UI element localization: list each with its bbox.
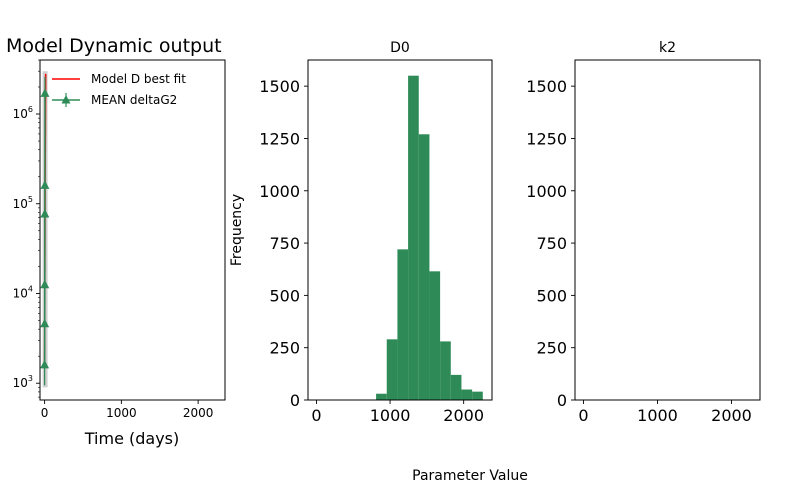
panel1-marker-triangle bbox=[40, 88, 50, 97]
legend-label-model: Model D best fit bbox=[91, 72, 186, 86]
panel1-y-tick-exp: 3 bbox=[28, 374, 33, 383]
panel1-axes-frame bbox=[39, 59, 226, 401]
panel2-histogram-bar bbox=[461, 389, 473, 400]
panel1-y-tick-base: 10 bbox=[13, 197, 28, 211]
panel1-marker-triangle bbox=[40, 318, 50, 328]
panel2-title: D0 bbox=[390, 40, 410, 56]
panel3-y-tick-label: 0 bbox=[557, 391, 567, 410]
panel2-histogram-bar bbox=[386, 339, 398, 400]
panel2-y-tick-label: 0 bbox=[290, 391, 300, 410]
panel1-marker-triangle bbox=[40, 208, 50, 218]
panel2-y-tick-label: 1500 bbox=[259, 77, 300, 96]
panel2-axes-frame bbox=[307, 59, 493, 401]
panel1-marker-triangle bbox=[40, 359, 50, 369]
panel3-title: k2 bbox=[659, 40, 676, 56]
panel1-y-tick-label: 105 bbox=[13, 195, 33, 211]
panel2-y-tick-label: 1250 bbox=[259, 129, 300, 148]
panel2-y-tick-label: 1000 bbox=[259, 182, 300, 201]
panel1-y-tick-base: 10 bbox=[13, 376, 28, 390]
panel1-marker-triangle bbox=[40, 279, 50, 289]
panel2-histogram-bar bbox=[376, 393, 387, 400]
panel2-histogram-bar bbox=[472, 391, 483, 400]
panel1-y-tick-exp: 5 bbox=[28, 195, 33, 204]
panel2-histogram-bar bbox=[440, 341, 451, 400]
panel1-y-tick-label: 104 bbox=[13, 284, 33, 300]
panel3-y-tick-label: 1250 bbox=[526, 129, 567, 148]
shared-x-axis-label: Parameter Value bbox=[412, 468, 528, 484]
panel1-y-tick-label: 106 bbox=[13, 105, 33, 121]
panel2-y-tick-label: 750 bbox=[269, 234, 300, 253]
panel2-histogram-bar bbox=[418, 134, 430, 400]
panel3-y-tick-label: 750 bbox=[536, 234, 567, 253]
panel1-y-tick-exp: 4 bbox=[28, 284, 33, 293]
legend-swatch-mean-marker bbox=[61, 95, 71, 104]
panel3-axes-frame bbox=[574, 59, 761, 401]
panel1-title: Model Dynamic output bbox=[6, 35, 222, 57]
panel1-x-tick-label: 0 bbox=[41, 406, 49, 420]
panel3-y-tick-label: 500 bbox=[536, 286, 567, 305]
panel2-x-tick-label: 2000 bbox=[443, 406, 484, 425]
panel1-x-tick-label: 2000 bbox=[183, 406, 214, 420]
panel3-y-tick-label: 1500 bbox=[526, 77, 567, 96]
legend-label-mean: MEAN deltaG2 bbox=[91, 93, 177, 107]
panel2-y-tick-label: 250 bbox=[269, 339, 300, 358]
panel1-y-tick-exp: 6 bbox=[28, 105, 33, 114]
panel3-x-tick-label: 1000 bbox=[637, 406, 678, 425]
panel1-y-tick-base: 10 bbox=[13, 107, 28, 121]
panel2-y-axis-label: Frequency bbox=[229, 194, 245, 266]
panel1-x-axis-label: Time (days) bbox=[84, 429, 180, 448]
panel2-histogram-bar bbox=[450, 374, 462, 400]
panel2-y-tick-label: 500 bbox=[269, 286, 300, 305]
panel1-y-tick-label: 103 bbox=[13, 374, 33, 390]
panel2-histogram-bar bbox=[397, 249, 409, 400]
panel2-histogram-bar bbox=[429, 271, 441, 400]
panel2-x-tick-label: 1000 bbox=[370, 406, 411, 425]
panel1-x-tick-label: 1000 bbox=[106, 406, 137, 420]
panel2-x-tick-label: 0 bbox=[311, 406, 321, 425]
panel3-y-tick-label: 1000 bbox=[526, 182, 567, 201]
panel2-histogram-bar bbox=[408, 75, 419, 400]
panel3-x-tick-label: 2000 bbox=[711, 406, 752, 425]
panel1-y-tick-base: 10 bbox=[13, 286, 28, 300]
panel3-y-tick-label: 250 bbox=[536, 339, 567, 358]
panel1-marker-triangle bbox=[40, 180, 50, 189]
panel3-x-tick-label: 0 bbox=[578, 406, 588, 425]
